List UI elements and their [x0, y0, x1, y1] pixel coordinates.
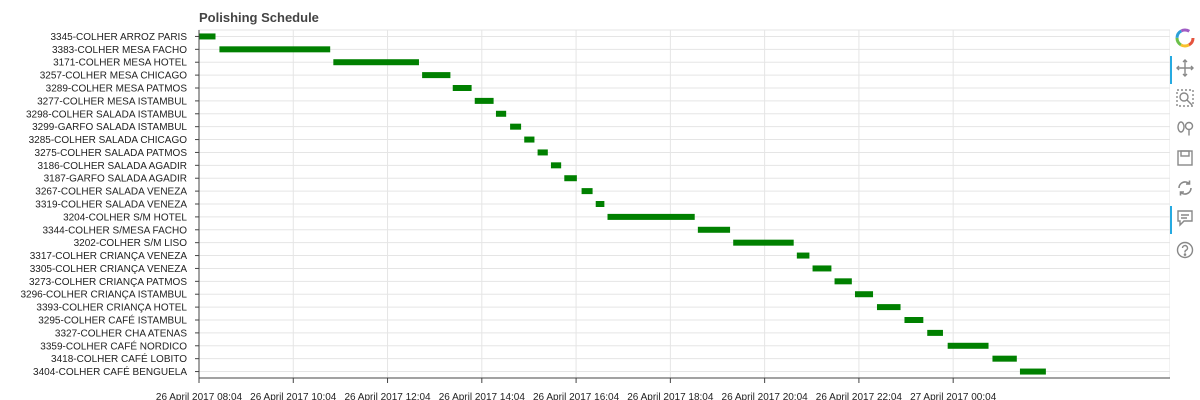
- y-tick-label: 3289-COLHER MESA PATMOS: [46, 84, 188, 95]
- save-icon[interactable]: [1173, 146, 1197, 170]
- gantt-bar[interactable]: [510, 123, 522, 130]
- gantt-bar[interactable]: [422, 72, 451, 79]
- reset-icon[interactable]: [1173, 176, 1197, 200]
- y-tick-label: 3404-COLHER CAFÉ BENGUELA: [33, 365, 187, 378]
- gantt-bar[interactable]: [581, 188, 593, 195]
- x-tick-label: 26 April 2017 18:04: [627, 392, 714, 400]
- y-tick-label: 3418-COLHER CAFÉ LOBITO: [51, 352, 187, 365]
- x-tick-label: 27 April 2017 00:04: [910, 392, 997, 400]
- gantt-bar[interactable]: [474, 97, 494, 104]
- hover-icon[interactable]: [1170, 206, 1197, 234]
- gantt-bar[interactable]: [199, 33, 216, 40]
- y-tick-label: 3187-GARFO SALADA AGADIR: [44, 174, 187, 185]
- y-tick-label: 3267-COLHER SALADA VENEZA: [35, 187, 187, 198]
- y-tick-label: 3275-COLHER SALADA PATMOS: [35, 148, 188, 159]
- gantt-bar[interactable]: [219, 46, 331, 53]
- gantt-bar[interactable]: [854, 291, 874, 298]
- gantt-bar[interactable]: [834, 278, 852, 285]
- y-tick-label: 3295-COLHER CAFÉ ISTAMBUL: [38, 314, 187, 327]
- gantt-bar[interactable]: [992, 355, 1017, 362]
- gantt-bar[interactable]: [537, 149, 548, 156]
- y-tick-label: 3359-COLHER CAFÉ NORDICO: [40, 339, 187, 352]
- x-tick-label: 26 April 2017 10:04: [250, 392, 337, 400]
- wheel-zoom-icon[interactable]: [1173, 116, 1197, 140]
- gantt-bar[interactable]: [927, 329, 943, 336]
- y-tick-label: 3327-COLHER CHA ATENAS: [55, 328, 187, 339]
- x-tick-label: 26 April 2017 20:04: [722, 392, 809, 400]
- gantt-bar[interactable]: [947, 342, 989, 349]
- gantt-bar[interactable]: [564, 175, 577, 182]
- y-tick-label: 3202-COLHER S/M LISO: [74, 238, 188, 249]
- y-tick-label: 3273-COLHER CRIANÇA PATMOS: [29, 277, 187, 288]
- gantt-bars: [199, 33, 1046, 375]
- y-tick-label: 3317-COLHER CRIANÇA VENEZA: [30, 251, 188, 262]
- help-icon[interactable]: [1173, 238, 1197, 262]
- gantt-bar[interactable]: [697, 226, 731, 233]
- y-tick-label: 3285-COLHER SALADA CHICAGO: [29, 135, 188, 146]
- chart-title: Polishing Schedule: [199, 10, 319, 25]
- y-tick-label: 3344-COLHER S/MESA FACHO: [43, 225, 188, 236]
- gantt-bar[interactable]: [812, 265, 832, 272]
- x-axis: 26 April 2017 08:04 26 April 2017 10:04 26…: [156, 377, 1170, 400]
- y-tick-label: 3257-COLHER MESA CHICAGO: [40, 71, 187, 82]
- gantt-bar[interactable]: [452, 85, 472, 91]
- x-tick-label: 26 April 2017 22:04: [816, 392, 903, 400]
- gantt-bar[interactable]: [876, 304, 901, 311]
- gantt-bar[interactable]: [796, 252, 810, 259]
- gantt-bar[interactable]: [495, 110, 507, 117]
- chart: Polishing Schedule 3345-COLHER ARROZ PAR…: [20, 10, 1170, 400]
- box-zoom-icon[interactable]: [1173, 86, 1197, 110]
- gantt-bar[interactable]: [733, 239, 794, 246]
- y-tick-label: 3296-COLHER CRIANÇA ISTAMBUL: [20, 290, 187, 301]
- y-tick-label: 3299-GARFO SALADA ISTAMBUL: [32, 122, 187, 133]
- bokeh-logo-icon[interactable]: [1173, 26, 1197, 50]
- y-tick-label: 3393-COLHER CRIANÇA HOTEL: [36, 303, 187, 314]
- y-tick-label: 3298-COLHER SALADA ISTAMBUL: [26, 109, 187, 120]
- gantt-bar[interactable]: [595, 201, 605, 207]
- pan-icon[interactable]: [1170, 56, 1197, 84]
- y-tick-label: 3305-COLHER CRIANÇA VENEZA: [30, 264, 188, 275]
- x-tick-label: 26 April 2017 14:04: [439, 392, 526, 400]
- x-tick-label: 26 April 2017 08:04: [156, 392, 243, 400]
- y-tick-label: 3186-COLHER SALADA AGADIR: [37, 161, 187, 172]
- gantt-bar[interactable]: [333, 59, 419, 66]
- gantt-bar[interactable]: [524, 136, 535, 143]
- gantt-bar[interactable]: [550, 162, 562, 169]
- y-tick-label: 3171-COLHER MESA HOTEL: [53, 58, 187, 69]
- gantt-bar[interactable]: [607, 213, 695, 220]
- x-tick-label: 26 April 2017 16:04: [533, 392, 620, 400]
- y-tick-label: 3345-COLHER ARROZ PARIS: [50, 32, 187, 43]
- grid: [198, 30, 1170, 378]
- y-tick-label: 3204-COLHER S/M HOTEL: [63, 212, 187, 223]
- y-tick-label: 3277-COLHER MESA ISTAMBUL: [37, 96, 187, 107]
- y-axis: 3345-COLHER ARROZ PARIS 3383-COLHER MESA …: [20, 30, 200, 378]
- y-tick-label: 3319-COLHER SALADA VENEZA: [35, 200, 187, 211]
- y-tick-label: 3383-COLHER MESA FACHO: [52, 45, 187, 56]
- gantt-bar[interactable]: [1019, 368, 1046, 375]
- x-tick-label: 26 April 2017 12:04: [344, 392, 431, 400]
- gantt-bar[interactable]: [904, 317, 924, 323]
